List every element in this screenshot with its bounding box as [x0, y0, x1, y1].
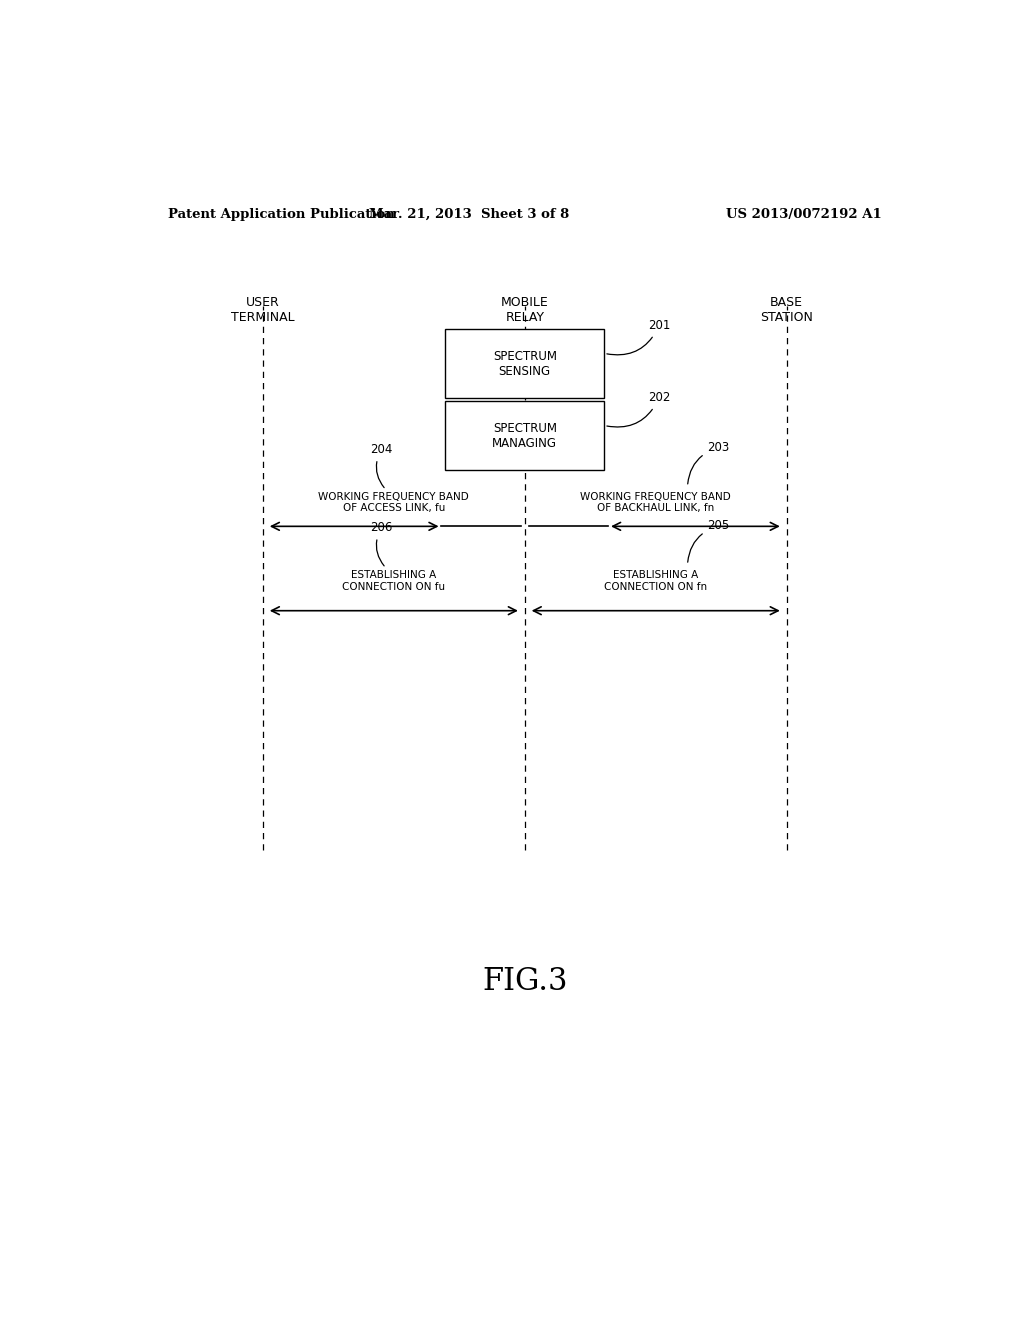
Text: Patent Application Publication: Patent Application Publication [168, 207, 394, 220]
Text: MOBILE
RELAY: MOBILE RELAY [501, 296, 549, 323]
Text: SPECTRUM
SENSING: SPECTRUM SENSING [493, 350, 557, 378]
Text: ESTABLISHING A
CONNECTION ON fu: ESTABLISHING A CONNECTION ON fu [342, 570, 445, 591]
Text: Mar. 21, 2013  Sheet 3 of 8: Mar. 21, 2013 Sheet 3 of 8 [369, 207, 569, 220]
Text: FIG.3: FIG.3 [482, 966, 567, 997]
Text: USER
TERMINAL: USER TERMINAL [231, 296, 295, 323]
Text: 206: 206 [370, 521, 392, 566]
Text: WORKING FREQUENCY BAND
OF ACCESS LINK, fu: WORKING FREQUENCY BAND OF ACCESS LINK, f… [318, 492, 469, 513]
Text: 204: 204 [370, 444, 392, 487]
FancyBboxPatch shape [445, 329, 604, 399]
Text: ESTABLISHING A
CONNECTION ON fn: ESTABLISHING A CONNECTION ON fn [604, 570, 708, 591]
Text: 205: 205 [688, 519, 729, 562]
FancyBboxPatch shape [445, 401, 604, 470]
Text: SPECTRUM
MANAGING: SPECTRUM MANAGING [493, 422, 557, 450]
Text: US 2013/0072192 A1: US 2013/0072192 A1 [726, 207, 882, 220]
Text: 203: 203 [688, 441, 729, 484]
Text: 201: 201 [607, 319, 670, 355]
Text: BASE
STATION: BASE STATION [760, 296, 813, 323]
Text: WORKING FREQUENCY BAND
OF BACKHAUL LINK, fn: WORKING FREQUENCY BAND OF BACKHAUL LINK,… [581, 492, 731, 513]
Text: 202: 202 [607, 391, 670, 426]
